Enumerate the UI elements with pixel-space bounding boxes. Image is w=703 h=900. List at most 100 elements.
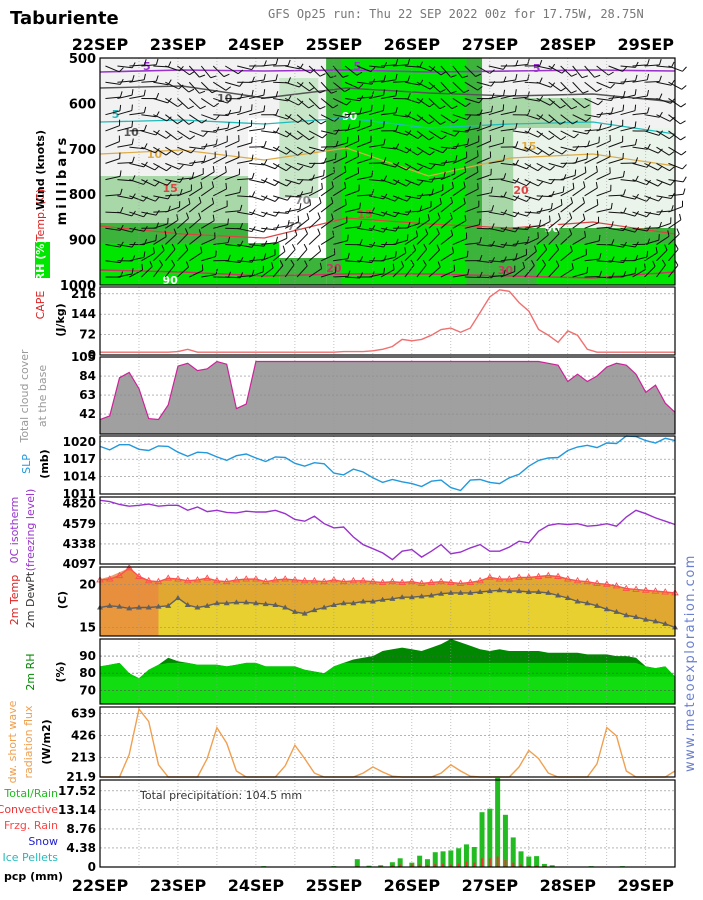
pressure-tick-label: 600 [69, 97, 96, 112]
wind-barb-feather [407, 93, 411, 100]
dewpoint-marker [311, 607, 318, 613]
wind-barb [284, 146, 298, 156]
wind-barb-feather [287, 77, 292, 84]
dewpoint-axis-label: 2m DewPt [24, 571, 37, 628]
wind-barb-feather [359, 238, 363, 245]
wind-barb [584, 81, 597, 92]
wind-barb [644, 162, 659, 171]
wind-barb-feather [223, 73, 230, 78]
wind-barb [380, 112, 396, 116]
wind-barb [428, 189, 444, 197]
wind-barb [392, 239, 408, 246]
wind-barb [356, 244, 372, 248]
wind-barb [656, 235, 670, 245]
wind-barb-feather [184, 244, 189, 251]
wind-barb [261, 242, 277, 246]
wind-barb-feather [680, 150, 687, 156]
wind-barb-feather [383, 267, 386, 274]
wind-barb [117, 80, 133, 83]
wind-barb [153, 114, 168, 122]
wind-barb [392, 64, 408, 67]
wind-barb-feather [275, 108, 279, 115]
wind-barb [189, 252, 203, 262]
wind-barb [584, 171, 598, 181]
wind-barb [440, 187, 454, 197]
wind-barb-feather [490, 186, 493, 193]
wind-barb [308, 233, 321, 245]
wind-barb [404, 223, 420, 229]
precip-bar [448, 850, 454, 867]
wind-barb-feather [383, 138, 386, 145]
wind-barb-feather [287, 59, 291, 66]
wind-barb-feather [143, 106, 147, 113]
cape-line [100, 289, 675, 353]
wind-barb [488, 109, 504, 116]
wind-barb-feather [623, 207, 627, 214]
wind-barb [308, 217, 321, 229]
wind-barb [320, 81, 332, 94]
wind-barb [632, 195, 647, 202]
wind-barb [213, 81, 227, 91]
wind-barb-feather [215, 126, 220, 133]
wind-barb [500, 244, 516, 247]
wind-barb-feather [188, 197, 191, 205]
wind-barb [392, 146, 407, 154]
date-label-bottom: 26SEP [384, 876, 441, 895]
wind-barb-feather [415, 230, 419, 237]
wind-barb-feather [239, 204, 243, 211]
wind-barb-feather [436, 228, 440, 234]
wind-barb [380, 162, 396, 168]
wind-barb [416, 130, 430, 141]
wind-barb [188, 202, 202, 213]
wind-barb-feather [263, 240, 268, 247]
temp-marker [661, 588, 670, 595]
wind-barb [177, 114, 190, 125]
wind-barb [201, 203, 214, 213]
wind-barb-feather [582, 197, 586, 204]
date-label-top: 23SEP [150, 35, 207, 54]
wind-barb-feather [198, 212, 202, 219]
wind-barb [512, 96, 528, 99]
wind-barb [332, 81, 346, 93]
wind-barb-feather [503, 191, 507, 198]
temp-marker [252, 575, 260, 582]
dewpoint-marker [467, 589, 474, 595]
temp-marker [641, 586, 650, 593]
wind-barb-feather [467, 126, 471, 133]
wind-barb-feather [154, 148, 160, 154]
wind-barb-feather [358, 120, 361, 127]
wind-barb-feather [657, 181, 663, 187]
wind-barb [476, 192, 492, 197]
wind-barb-feather [437, 261, 441, 268]
wind-barb-feather [551, 190, 555, 197]
convective-bar [535, 865, 538, 867]
temp-marker [398, 578, 406, 585]
wind-barb [320, 272, 336, 278]
wind-barb-feather [143, 143, 148, 149]
wind-barb [105, 227, 121, 231]
wind-barb [249, 271, 264, 278]
wind-barb-feather [450, 229, 454, 236]
wind-barb [153, 130, 167, 139]
wind-barb [620, 179, 636, 182]
wind-barb-feather [215, 250, 217, 257]
wind-barb-feather [431, 188, 435, 195]
date-label-top: 26SEP [384, 35, 441, 54]
wind-barb-feather [198, 196, 202, 203]
wind-barb-feather [167, 61, 172, 68]
wind-barb-feather [412, 244, 417, 251]
wind-barb [452, 220, 467, 229]
dewpoint-marker [184, 601, 191, 607]
wind-barb [213, 205, 228, 213]
wind-barb [308, 81, 320, 94]
wind-barb [452, 81, 464, 94]
wind-barb-feather [395, 125, 399, 131]
wind-barb [488, 125, 504, 132]
wind-barb-feather [309, 87, 315, 92]
wind-barb-feather [227, 236, 231, 243]
wind-barb-feather [191, 172, 195, 179]
wind-barb-feather [514, 89, 517, 96]
wind-barb-feather [149, 260, 153, 267]
wind-barb [213, 127, 229, 132]
wind-barb-feather [371, 188, 375, 195]
